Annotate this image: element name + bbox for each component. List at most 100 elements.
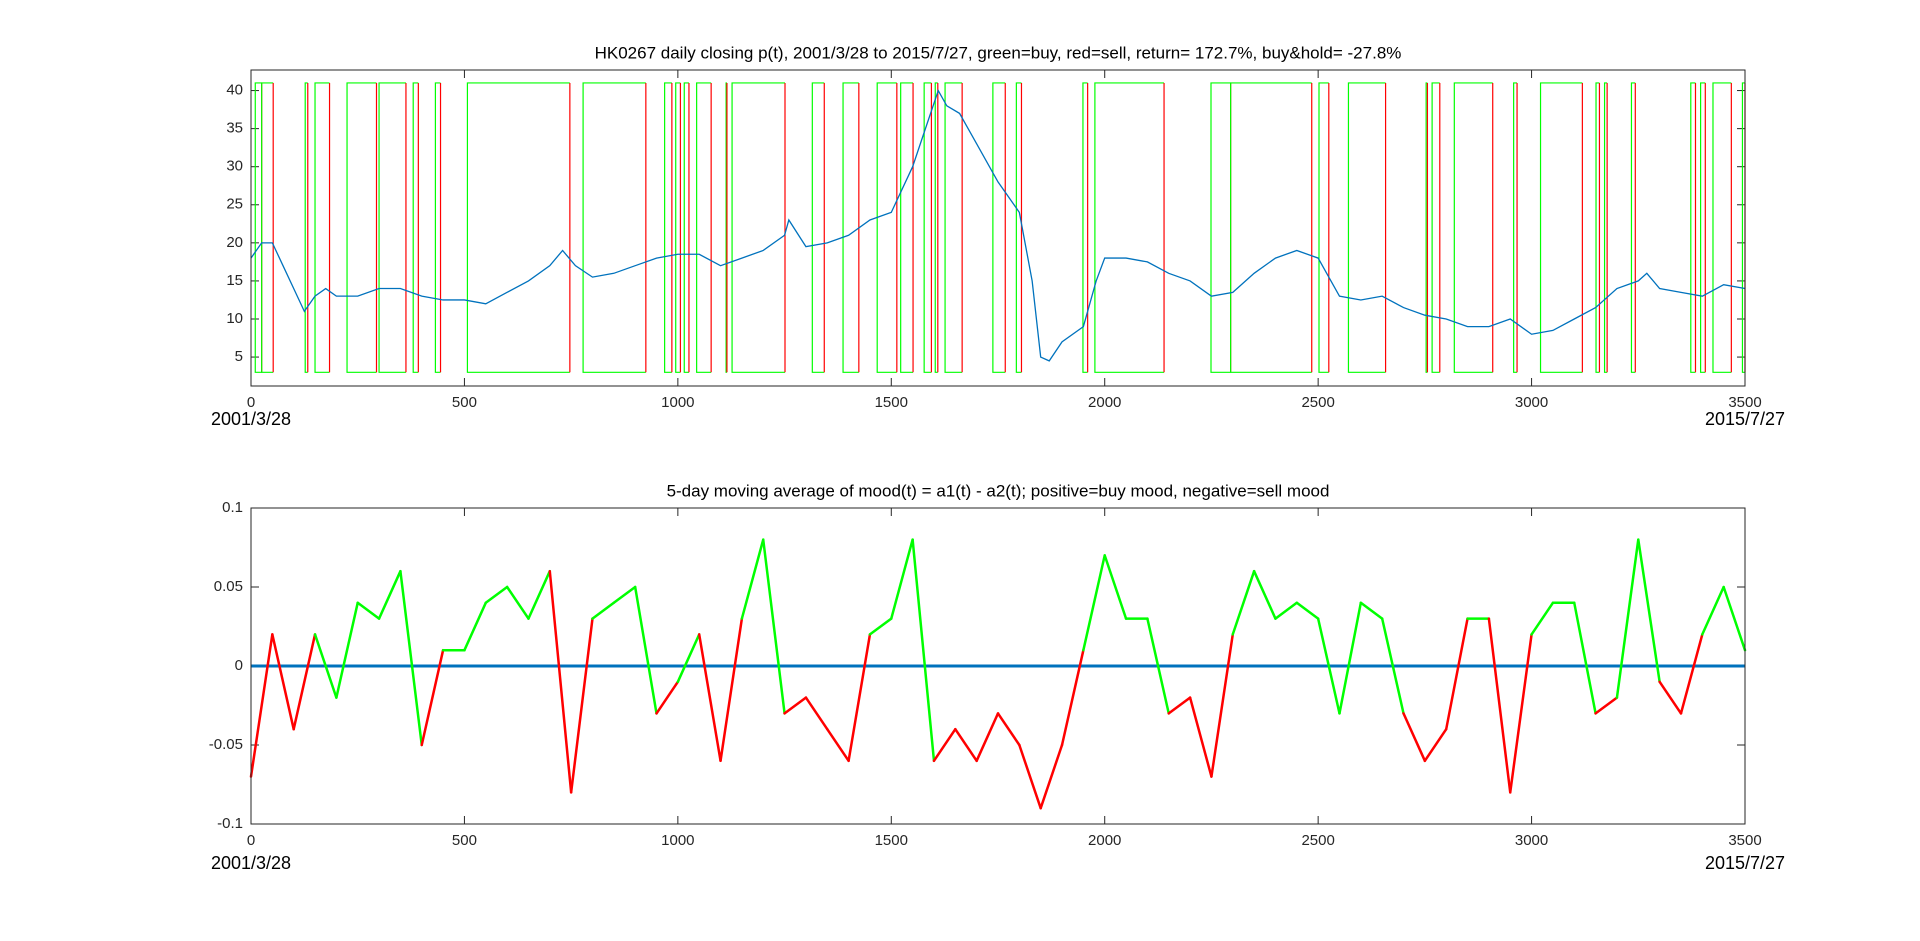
mood-segment [1679,633,1704,715]
buy-hold-box [876,82,897,373]
mood-segment [1487,617,1512,794]
mood-segment [527,569,552,620]
price-line [250,88,1746,362]
mood-segment [377,569,402,620]
mood-segment [847,633,872,763]
mood-segment [1508,633,1533,794]
mood-segment [1637,538,1661,684]
buy-hold-box [1603,82,1608,373]
start-date-label: 2001/3/28 [211,409,291,429]
mood-segment [1530,601,1555,636]
x-tick-label: 3500 [1728,394,1761,411]
mood-segment [1252,569,1277,620]
buy-hold-box [1210,82,1231,373]
y-tick-label: -0.05 [209,736,243,753]
mood-segment [548,569,573,794]
x-tick-label: 500 [452,394,477,411]
buy-hold-box [1431,82,1440,373]
mood-segment [890,538,914,620]
buy-hold-box [1015,82,1022,373]
mood-segment [1722,585,1747,652]
x-tick-label: 3000 [1515,832,1548,849]
mood-segment [1274,601,1299,620]
mood-segment [996,712,1021,747]
axes-frame [250,69,1746,387]
end-date-label: 2015/7/27 [1705,409,1785,429]
mood-segment [1231,569,1256,636]
y-tick-label: 30 [226,158,243,175]
mood-segment [292,633,317,731]
mood-segment [954,727,978,763]
mood-segment [1444,617,1469,731]
mood-segment [313,633,338,699]
y-tick-label: 40 [226,82,243,99]
mood-segment [804,696,829,731]
buy-hold-box [900,82,914,373]
mood-segment [633,585,658,715]
x-tick-label: 2500 [1301,394,1334,411]
mood-segment [1295,601,1320,620]
buy-hold-box [842,82,859,373]
y-tick-label: 20 [226,234,243,251]
mood-segment [249,633,274,778]
mood-segment [463,601,488,652]
mood-segment [826,727,850,763]
y-tick-label: 10 [226,310,243,327]
mood-segment [1380,617,1405,715]
mood-segment [1359,601,1384,620]
mood-segment [1338,601,1363,715]
mood-segment [932,727,957,763]
mood-segment [676,633,701,684]
y-tick-label: 0.05 [214,578,243,595]
mood-segment [1658,680,1683,715]
mood-segment [335,601,359,699]
chart-title: 5-day moving average of mood(t) = a1(t) … [667,481,1330,500]
mood-segment [740,538,765,620]
buy-hold-box [1630,82,1636,373]
buy-hold-box [1539,82,1583,373]
y-tick-label: 15 [226,272,243,289]
buy-hold-box [1347,82,1386,373]
y-tick-label: -0.1 [217,815,243,832]
y-tick-label: 0.1 [222,499,243,516]
mood-segment [1146,617,1170,715]
buy-hold-box [696,82,712,373]
mood-segment [271,633,295,731]
end-date-label: 2015/7/27 [1705,853,1785,873]
mood-segment [1423,727,1448,763]
buy-hold-box [261,82,274,373]
mood-segment [505,585,530,620]
buy-hold-box [378,82,406,373]
buy-hold-box [944,82,963,373]
buy-hold-box [304,82,308,373]
buy-hold-box [731,82,785,373]
x-tick-label: 2500 [1301,832,1334,849]
mood-segment [761,538,786,715]
buy-hold-box [923,82,932,373]
y-tick-label: 25 [226,196,243,213]
buy-hold-box [1318,82,1329,373]
buy-hold-box [1453,82,1493,373]
mood-segment [1167,696,1192,715]
x-tick-label: 2000 [1088,832,1121,849]
mood-segment [1039,743,1064,810]
x-tick-label: 500 [452,832,477,849]
buy-hold-box [1082,82,1088,373]
x-tick-label: 1500 [875,394,908,411]
y-tick-label: 5 [235,348,243,365]
mood-segment [1615,538,1640,699]
buy-hold-box [1712,82,1732,373]
mood-segment [591,601,616,620]
buy-hold-box [582,82,646,373]
mood-segment [783,696,808,715]
buy-hold-box [811,82,825,373]
buy-hold-box [664,82,672,373]
buy-hold-box [314,82,330,373]
buy-hold-box [466,82,570,373]
mood-segment [1594,696,1619,715]
x-tick-label: 1500 [875,832,908,849]
buy-hold-box [1230,82,1312,373]
x-tick-label: 0 [247,394,255,411]
mood-segment [1402,712,1427,763]
